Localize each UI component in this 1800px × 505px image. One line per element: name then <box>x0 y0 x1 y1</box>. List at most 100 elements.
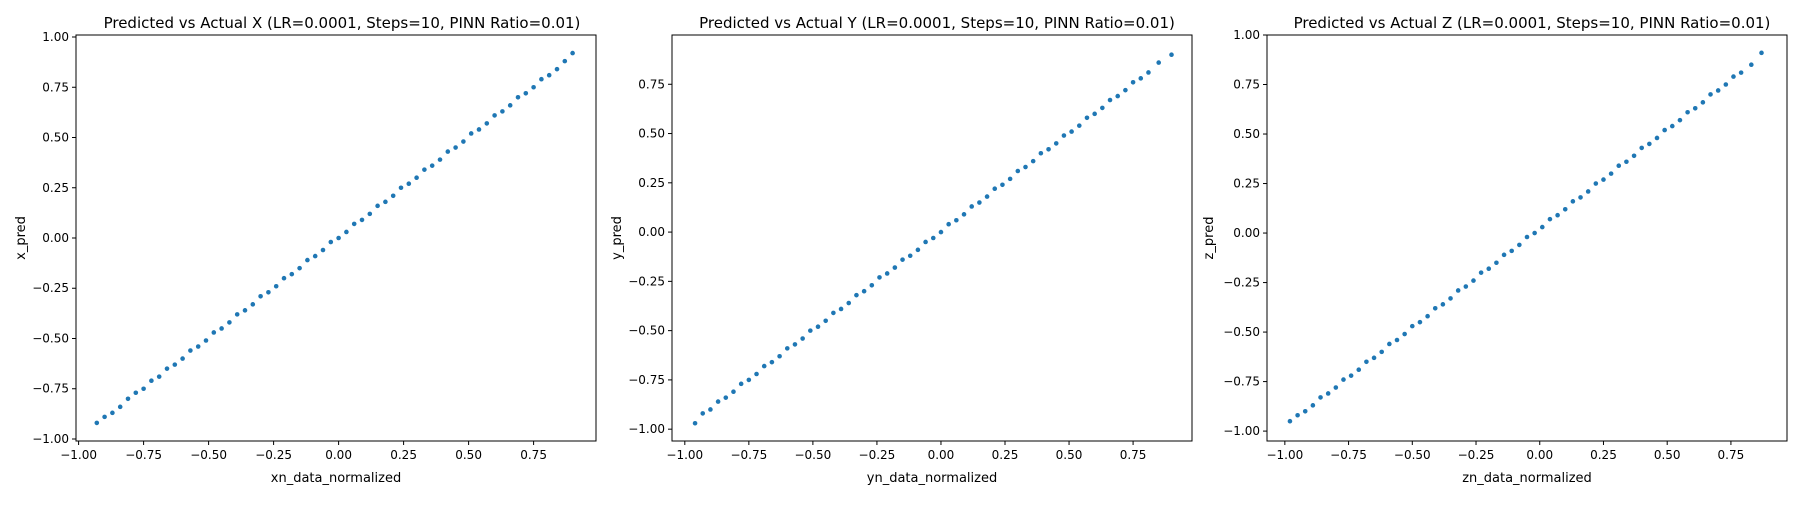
data-point <box>1432 306 1438 311</box>
data-point <box>823 318 828 324</box>
y-tick-label: 0.75 <box>42 80 69 94</box>
data-point <box>351 221 357 227</box>
x-tick-label: 0.50 <box>1654 448 1681 462</box>
data-point <box>1371 355 1377 361</box>
data-point <box>1295 412 1300 418</box>
data-point <box>1715 88 1721 93</box>
data-point <box>1069 129 1074 134</box>
data-point <box>422 167 427 172</box>
y-tick-label: −0.75 <box>1223 375 1260 389</box>
data-point <box>500 109 505 114</box>
data-point <box>1402 331 1407 337</box>
data-point <box>1015 168 1021 174</box>
data-point <box>1749 62 1754 68</box>
x-tick-label: 0.50 <box>455 448 482 462</box>
data-point <box>281 275 287 281</box>
data-point <box>1364 359 1369 365</box>
data-point <box>738 381 744 387</box>
data-point <box>484 121 490 126</box>
data-point <box>507 103 513 108</box>
data-point <box>492 113 497 118</box>
data-point <box>992 186 998 192</box>
x-tick-label: 0.75 <box>1718 448 1745 462</box>
data-point <box>1287 418 1293 424</box>
data-point <box>1409 323 1415 329</box>
chart-title: Predicted vs Actual Y (LR=0.0001, Steps=… <box>699 14 1175 32</box>
data-point <box>110 410 115 416</box>
data-point <box>1038 150 1044 156</box>
chart-panel-z: Predicted vs Actual Z (LR=0.0001, Steps=… <box>1202 14 1788 486</box>
data-point <box>476 127 482 132</box>
x-tick-label: 0.25 <box>992 448 1019 462</box>
x-tick-label: −0.50 <box>794 448 831 462</box>
x-tick-label: −1.00 <box>666 448 703 462</box>
x-tick-label: 0.00 <box>1526 448 1553 462</box>
data-point <box>383 199 388 205</box>
y-tick-label: 0.75 <box>1233 78 1260 92</box>
data-point <box>437 157 443 162</box>
data-point <box>1654 135 1660 141</box>
x-axis-ticks: −1.00 −0.75 −0.50 −0.25 0.00 0.25 0.50 0.75 <box>1266 441 1744 462</box>
data-point <box>815 324 821 329</box>
data-point <box>1578 195 1583 200</box>
data-point <box>273 283 279 289</box>
data-point <box>102 414 107 420</box>
data-point <box>984 194 990 199</box>
y-tick-label: 1.00 <box>1233 28 1260 42</box>
data-point <box>1631 153 1637 159</box>
y-tick-label: −0.25 <box>32 281 69 295</box>
data-point <box>1700 100 1706 105</box>
data-point <box>367 211 373 217</box>
y-tick-label: −0.75 <box>32 382 69 396</box>
data-point <box>1608 171 1614 176</box>
data-point <box>453 145 458 150</box>
data-point <box>570 50 575 56</box>
data-point <box>1616 163 1622 169</box>
data-point <box>1310 403 1316 408</box>
data-point <box>1662 127 1667 133</box>
data-point <box>1123 87 1128 93</box>
data-point <box>907 253 913 259</box>
data-point <box>203 338 209 343</box>
data-point <box>1471 278 1476 283</box>
data-point <box>1115 93 1121 99</box>
data-point <box>1708 92 1713 97</box>
data-point <box>406 181 412 187</box>
data-point <box>461 139 466 144</box>
y-axis-ticks: −1.00 −0.75 −0.50 −0.25 0.00 0.25 0.50 0.75 <box>628 77 672 436</box>
data-point <box>792 342 798 347</box>
data-point <box>977 200 982 205</box>
data-point <box>125 396 131 402</box>
data-point <box>1440 302 1446 307</box>
data-point <box>1302 408 1308 414</box>
y-tick-label: −1.00 <box>1223 424 1260 438</box>
data-point <box>1046 147 1051 152</box>
data-point <box>1394 337 1400 343</box>
x-tick-label: −1.00 <box>60 448 97 462</box>
data-point <box>846 300 852 306</box>
x-tick-label: −0.75 <box>730 448 767 462</box>
data-point <box>900 257 905 262</box>
data-point <box>1539 224 1545 230</box>
data-point <box>414 175 419 181</box>
data-point <box>133 390 139 396</box>
data-point <box>961 212 967 217</box>
data-point <box>723 395 729 400</box>
data-point <box>1647 141 1652 147</box>
data-point <box>1007 176 1013 182</box>
x-tick-label: −0.25 <box>255 448 292 462</box>
data-point <box>1494 260 1499 266</box>
chart-title: Predicted vs Actual X (LR=0.0001, Steps=… <box>104 14 581 32</box>
data-point <box>769 359 775 365</box>
data-point <box>1084 115 1090 121</box>
data-point <box>808 328 813 333</box>
data-point <box>1455 288 1461 293</box>
data-point <box>1379 349 1385 355</box>
data-point <box>195 344 201 349</box>
y-tick-label: 0.50 <box>1233 127 1260 141</box>
data-point <box>746 377 752 383</box>
data-point <box>141 386 146 392</box>
data-point <box>1685 109 1690 115</box>
